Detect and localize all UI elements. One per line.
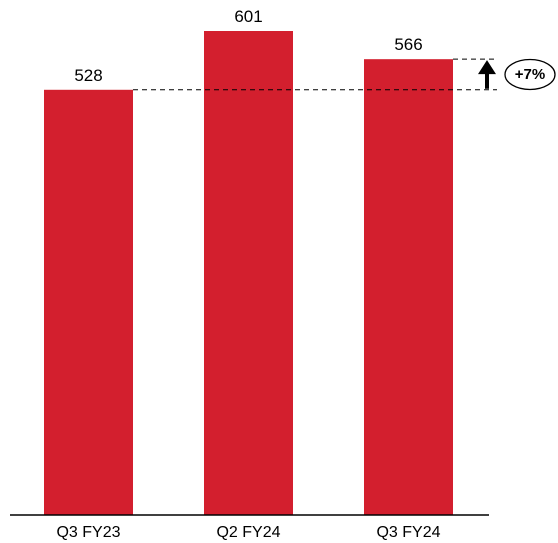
- change-annotation: +7%: [133, 58, 556, 91]
- category-labels-group: Q3 FY23 Q2 FY24 Q3 FY24: [56, 524, 440, 541]
- bar-q3-fy24: [364, 59, 453, 516]
- bars-group: [44, 31, 453, 516]
- category-label-q2-fy24: Q2 FY24: [216, 524, 280, 541]
- bar-q2-fy24: [204, 31, 293, 515]
- value-label-q3-fy24: 566: [394, 35, 422, 54]
- change-badge: [504, 58, 556, 91]
- change-percentage-label: +7%: [515, 66, 545, 83]
- value-label-q3-fy23: 528: [74, 66, 102, 85]
- value-label-q2-fy24: 601: [234, 7, 262, 26]
- category-label-q3-fy23: Q3 FY23: [56, 524, 120, 541]
- bar-q3-fy23: [44, 89, 133, 515]
- category-label-q3-fy24: Q3 FY24: [376, 524, 440, 541]
- value-labels-group: 528 601 566: [74, 7, 422, 85]
- up-arrow-icon: [478, 60, 496, 75]
